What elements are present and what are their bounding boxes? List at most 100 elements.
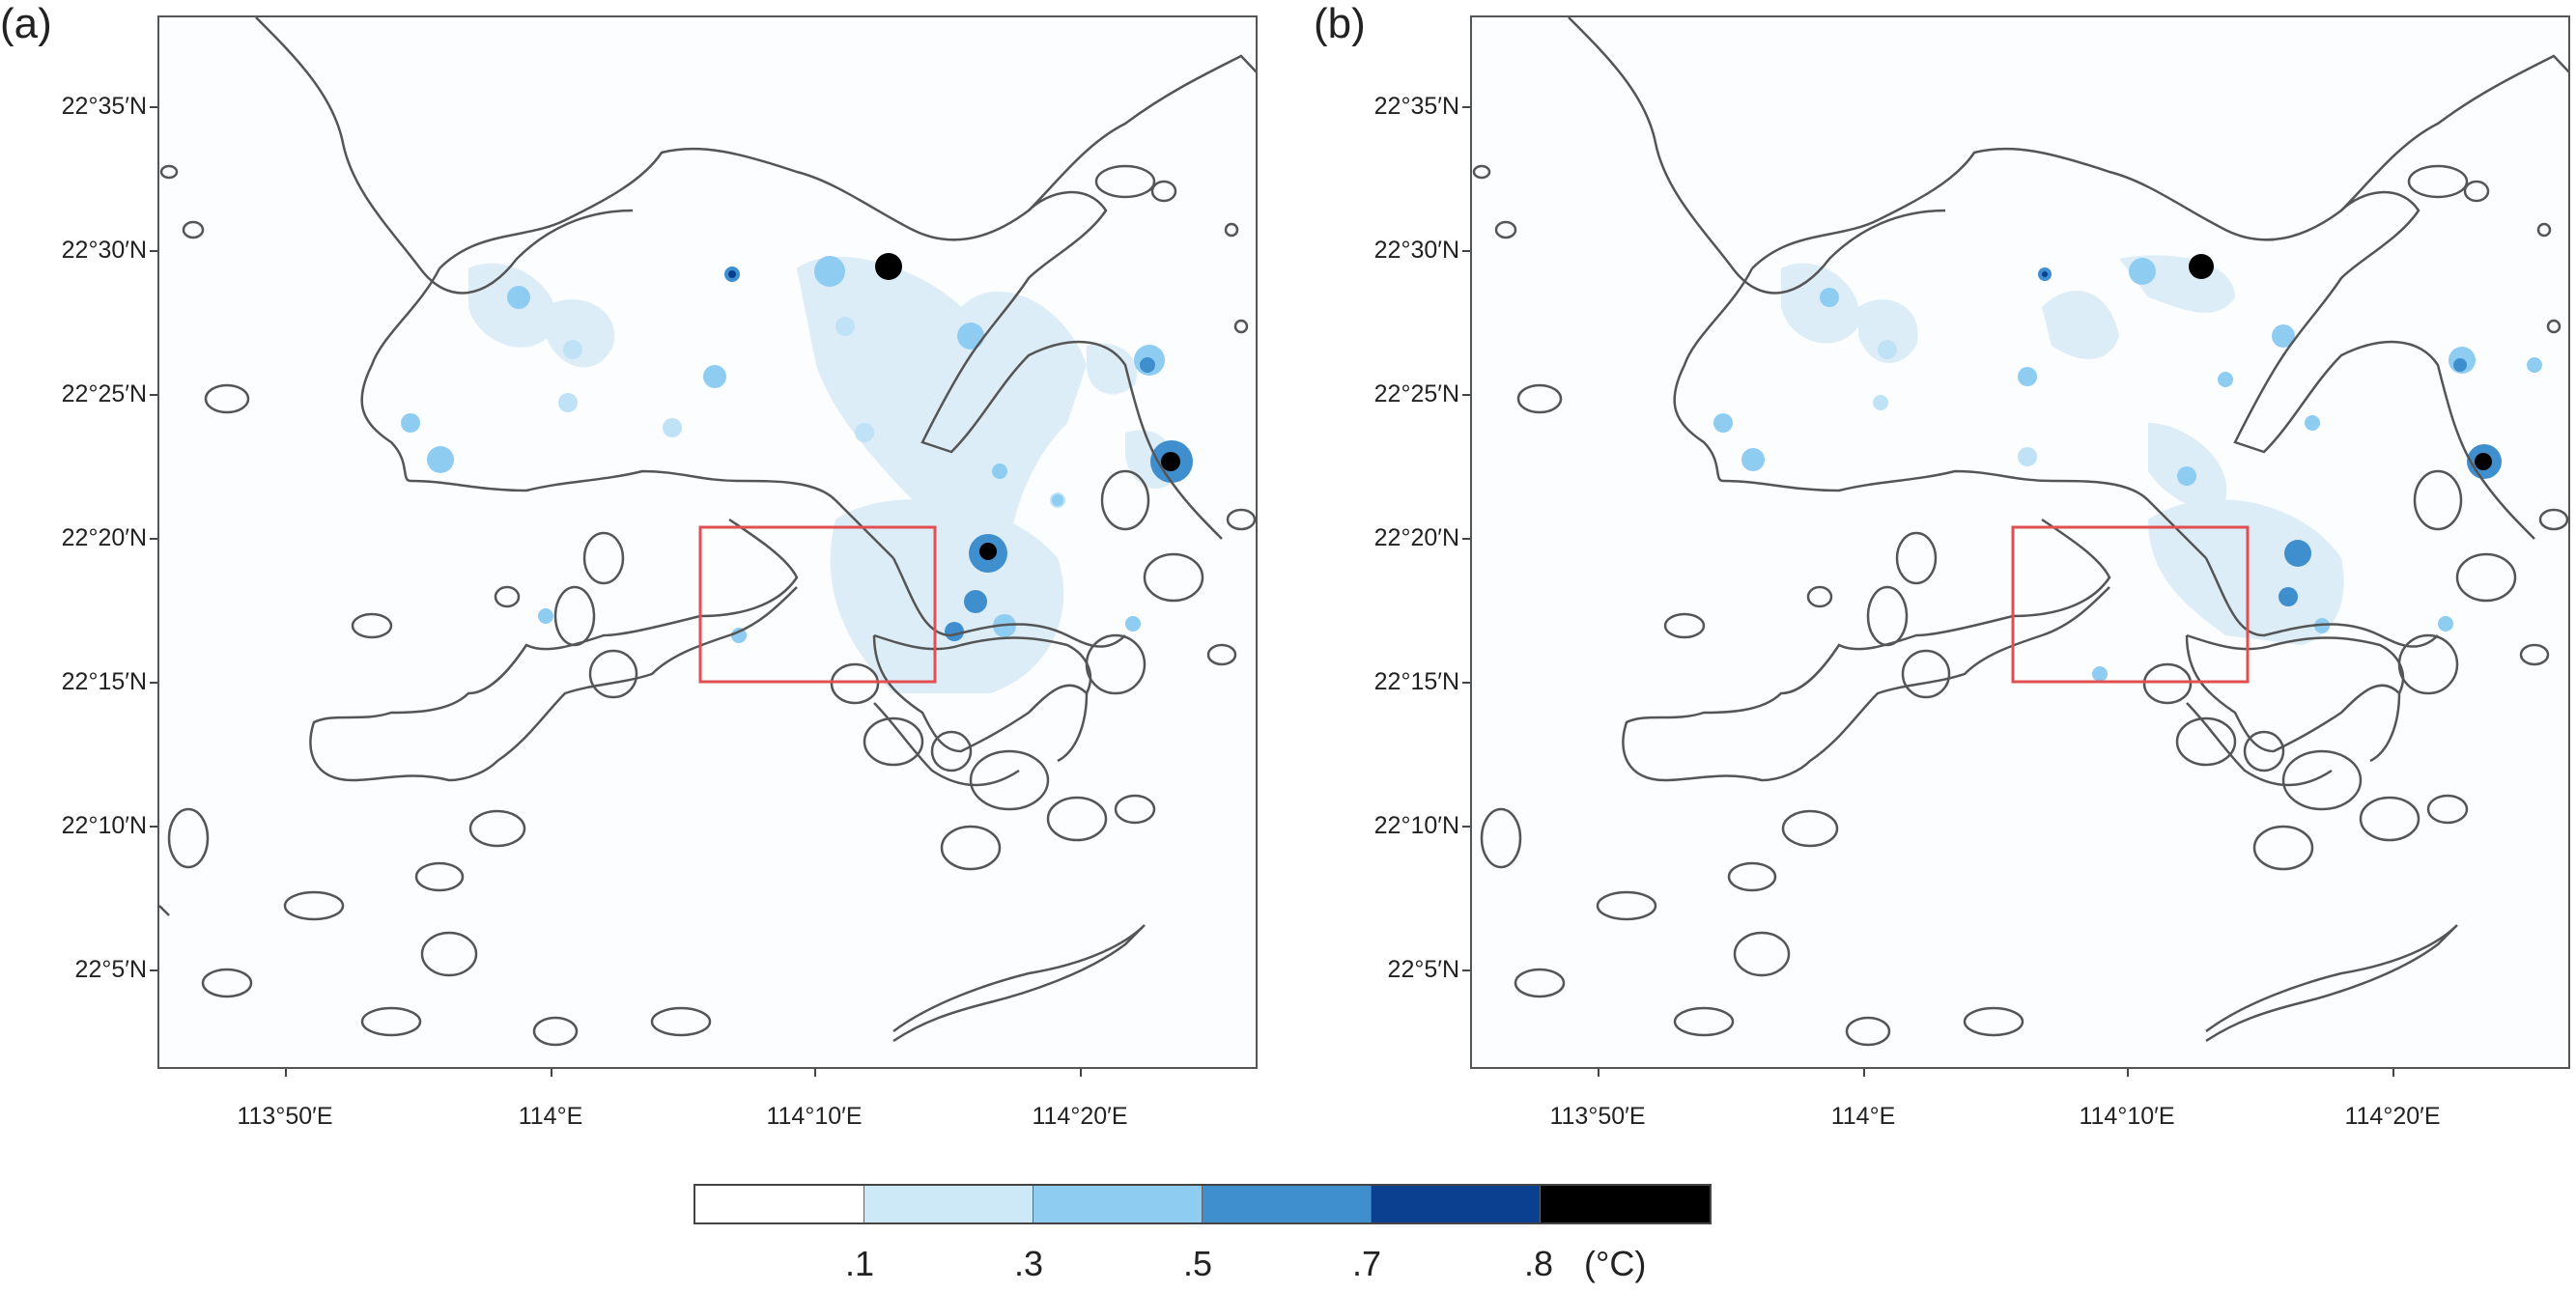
anomaly-spot [1873, 395, 1888, 410]
lat-label: 22°20′N [1373, 524, 1459, 551]
anomaly-spot [728, 270, 736, 278]
lat-tick [150, 250, 157, 252]
lat-label: 22°5′N [1387, 956, 1459, 983]
lat-tick [150, 969, 157, 971]
anomaly-spot [957, 323, 984, 350]
anomaly-patch [1781, 263, 1860, 344]
anomaly-spot [2092, 666, 2108, 682]
coastline-b [1472, 17, 2568, 1047]
lon-tick [2392, 1069, 2394, 1077]
anomaly-field-b [1713, 254, 2542, 682]
highlight-box-a [698, 525, 937, 684]
colorbar-swatch [1372, 1186, 1541, 1222]
lat-tick [150, 106, 157, 108]
colorbar-label: .5 [1183, 1244, 1213, 1283]
anomaly-patch [1858, 299, 1918, 364]
anomaly-spot [2177, 466, 2196, 486]
anomaly-spot [964, 590, 987, 613]
colorbar-label: .8 [1524, 1244, 1554, 1283]
lat-tick [1462, 969, 1470, 971]
anomaly-spot [507, 286, 530, 309]
lat-tick [1462, 250, 1470, 252]
anomaly-spot [703, 365, 726, 388]
lon-tick [1863, 1069, 1865, 1077]
anomaly-spot [2042, 271, 2048, 277]
anomaly-spot [992, 463, 1007, 479]
lat-label: 22°30′N [1373, 237, 1459, 264]
anomaly-patch [1087, 343, 1137, 395]
anomaly-spot [663, 418, 682, 437]
colorbar-swatch [695, 1186, 864, 1222]
anomaly-spot [427, 446, 454, 473]
anomaly-spot [2018, 447, 2037, 466]
map-panel-b [1470, 15, 2570, 1069]
lat-tick [150, 394, 157, 396]
anomaly-spot [2279, 587, 2298, 606]
anomaly-spot [1052, 494, 1063, 506]
anomaly-spot [2189, 254, 2214, 279]
anomaly-spot [1820, 288, 1839, 307]
lat-label: 22°25′N [61, 380, 147, 407]
anomaly-spot [1878, 340, 1897, 359]
colorbar-label: .1 [845, 1244, 875, 1283]
lon-label: 114°20′E [2344, 1103, 2441, 1130]
anomaly-spot [2453, 358, 2467, 372]
lat-tick [1462, 538, 1470, 540]
colorbar-label: .3 [1014, 1244, 1044, 1283]
lat-tick [1462, 682, 1470, 684]
lon-tick [1598, 1069, 1599, 1077]
anomaly-spot [1125, 616, 1141, 632]
anomaly-spot [2018, 367, 2037, 386]
lat-label: 22°35′N [61, 93, 147, 120]
lon-label: 114°E [1830, 1103, 1896, 1130]
colorbar-label: .7 [1352, 1244, 1382, 1283]
colorbar-swatch [1541, 1186, 1710, 1222]
lon-tick [1080, 1069, 1082, 1077]
map-panel-b-svg [1472, 17, 2568, 1047]
lon-tick [2127, 1069, 2129, 1077]
highlight-box-b [2011, 525, 2250, 684]
anomaly-spot [1741, 448, 1765, 471]
anomaly-spot [835, 317, 855, 336]
colorbar-swatch [1033, 1186, 1203, 1222]
anomaly-spot [538, 608, 553, 624]
anomaly-patch [546, 299, 615, 368]
lat-tick [150, 826, 157, 828]
anomaly-spot [563, 340, 582, 359]
lat-label: 22°25′N [1373, 380, 1459, 407]
lon-label: 114°10′E [2079, 1103, 2175, 1130]
lon-label: 114°20′E [1032, 1103, 1128, 1130]
lon-label: 113°50′E [237, 1103, 333, 1130]
anomaly-spot [2438, 616, 2453, 632]
lon-tick [285, 1069, 287, 1077]
anomaly-spot [2272, 324, 2295, 348]
anomaly-patch [2148, 423, 2227, 509]
anomaly-spot [2527, 357, 2542, 373]
anomaly-spot [945, 622, 964, 641]
anomaly-spot [979, 543, 997, 560]
panel-a-label: (a) [0, 0, 52, 47]
colorbar [694, 1184, 1712, 1224]
anomaly-spot [558, 393, 578, 412]
anomaly-spot [2129, 258, 2156, 285]
panel-b-label: (b) [1314, 0, 1366, 47]
coastline-a [159, 17, 1256, 1047]
lon-label: 114°E [518, 1103, 583, 1130]
colorbar-unit: (°C) [1584, 1244, 1647, 1283]
lat-label: 22°10′N [1373, 812, 1459, 839]
anomaly-spot [2475, 453, 2492, 470]
lon-tick [814, 1069, 816, 1077]
anomaly-spot [2305, 415, 2320, 431]
anomaly-spot [2218, 372, 2233, 387]
anomaly-spot [814, 256, 845, 287]
lon-label: 114°10′E [766, 1103, 863, 1130]
anomaly-spot [1140, 357, 1155, 373]
anomaly-patch [2042, 291, 2119, 359]
colorbar-swatch [1203, 1186, 1372, 1222]
map-panel-a-svg [159, 17, 1256, 1047]
lat-label: 22°15′N [61, 668, 147, 695]
anomaly-spot [2284, 540, 2311, 567]
anomaly-spot [855, 423, 874, 442]
lat-tick [1462, 106, 1470, 108]
lat-label: 22°20′N [61, 524, 147, 551]
